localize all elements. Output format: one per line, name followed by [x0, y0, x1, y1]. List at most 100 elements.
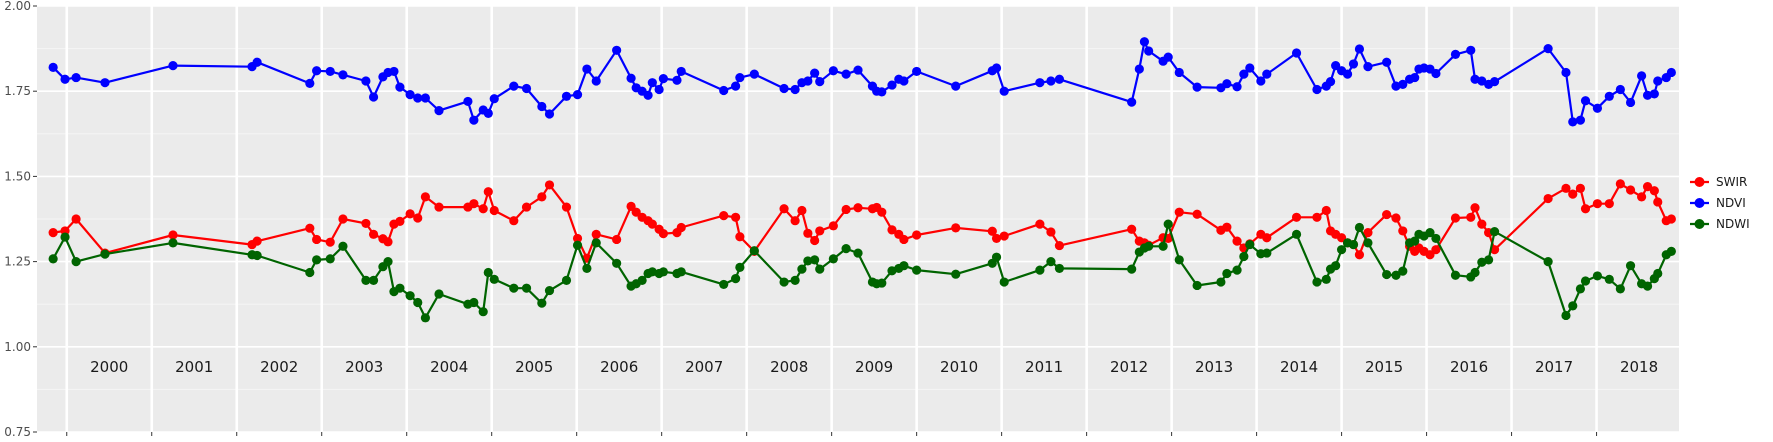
data-point-ndvi: [489, 94, 499, 104]
data-point-ndwi: [48, 254, 58, 264]
data-point-swir: [1561, 183, 1571, 193]
data-point-ndwi: [612, 258, 622, 268]
data-point-ndvi: [1477, 76, 1487, 86]
data-point-swir: [1321, 205, 1331, 216]
data-point-ndvi: [1466, 45, 1476, 55]
y-tick-label: 1.50: [4, 169, 31, 183]
data-point-ndvi: [483, 108, 493, 118]
data-point-ndwi: [749, 246, 759, 256]
data-point-ndvi: [841, 69, 851, 79]
data-point-ndvi: [1054, 74, 1065, 84]
data-point-ndwi: [1163, 219, 1173, 229]
data-point-ndvi: [71, 72, 81, 83]
series-ndwi: [48, 219, 1676, 323]
data-point-swir: [1666, 214, 1676, 224]
year-label: 2005: [515, 358, 553, 376]
data-point-ndwi: [71, 257, 81, 267]
data-point-ndwi: [815, 264, 825, 274]
data-point-ndwi: [509, 283, 519, 293]
data-point-ndwi: [312, 255, 322, 265]
year-label: 2010: [940, 358, 978, 376]
data-point-ndwi: [561, 275, 572, 285]
data-point-ndvi: [1625, 97, 1636, 108]
data-point-swir: [1543, 193, 1553, 204]
data-point-ndwi: [383, 257, 393, 267]
year-label: 2002: [260, 358, 298, 376]
data-point-swir: [1222, 222, 1232, 232]
year-label: 2007: [685, 358, 723, 376]
data-point-ndvi: [509, 81, 519, 91]
data-point-swir: [815, 226, 825, 236]
data-point-swir: [1336, 233, 1347, 243]
year-label: 2015: [1365, 358, 1403, 376]
data-point-ndwi: [1666, 246, 1676, 256]
data-point-ndwi: [60, 232, 70, 242]
data-point-swir: [1382, 209, 1392, 220]
data-point-ndvi: [1035, 78, 1045, 88]
data-point-swir: [1637, 192, 1647, 202]
data-point-ndvi: [463, 96, 473, 107]
data-point-swir: [48, 228, 58, 238]
data-point-ndwi: [521, 283, 532, 293]
data-point-ndvi: [1239, 69, 1249, 79]
data-point-ndwi: [1604, 274, 1614, 284]
data-point-ndwi: [719, 279, 729, 290]
data-point-ndwi: [1561, 310, 1571, 321]
data-point-ndwi: [591, 238, 601, 248]
data-point-ndvi: [1348, 59, 1359, 69]
data-point-swir: [544, 180, 555, 190]
year-label: 2012: [1110, 358, 1148, 376]
data-point-ndvi: [1134, 64, 1144, 74]
data-point-ndvi: [1543, 44, 1553, 54]
data-point-ndvi: [413, 93, 423, 103]
legend-key-point-ndwi: [1694, 219, 1705, 229]
data-point-ndvi: [999, 86, 1009, 96]
data-point-swir: [1232, 236, 1242, 246]
data-point-ndvi: [434, 106, 444, 116]
data-point-ndwi: [489, 274, 499, 284]
data-point-ndwi: [951, 269, 961, 279]
data-point-ndwi: [1625, 261, 1636, 271]
data-point-ndwi: [1232, 265, 1242, 275]
data-point-swir: [731, 212, 741, 222]
data-point-ndvi: [887, 80, 897, 90]
data-point-ndvi: [1382, 57, 1392, 67]
data-point-ndwi: [1046, 257, 1056, 267]
data-point-swir: [1625, 185, 1636, 195]
data-point-swir: [1192, 209, 1202, 219]
data-point-ndvi: [537, 101, 547, 112]
data-point-ndvi: [1127, 97, 1137, 107]
data-point-swir: [658, 229, 668, 239]
data-point-ndvi: [1604, 91, 1614, 101]
data-point-ndwi: [420, 313, 431, 323]
data-point-swir: [478, 204, 488, 214]
grid-major: [37, 5, 1679, 433]
data-point-ndwi: [853, 248, 863, 258]
data-point-ndvi: [735, 72, 745, 83]
data-point-ndwi: [1331, 261, 1341, 271]
data-point-ndvi: [1580, 96, 1591, 106]
data-point-ndwi: [735, 262, 745, 272]
data-point-ndwi: [779, 277, 789, 287]
data-point-ndwi: [810, 255, 820, 265]
data-point-swir: [1054, 240, 1065, 251]
data-point-ndvi: [1575, 115, 1586, 125]
data-point-ndvi: [405, 90, 415, 100]
data-point-swir: [779, 204, 789, 214]
data-point-swir: [405, 209, 415, 219]
data-point-ndvi: [1637, 71, 1647, 81]
data-point-ndvi: [719, 85, 729, 96]
data-point-ndvi: [1222, 79, 1232, 89]
data-point-ndvi: [469, 115, 479, 125]
year-label: 2000: [90, 358, 128, 376]
data-point-ndvi: [1342, 69, 1353, 79]
data-point-ndwi: [1312, 277, 1322, 287]
data-point-ndwi: [731, 274, 741, 284]
data-point-swir: [987, 226, 997, 236]
data-point-ndvi: [1431, 68, 1441, 79]
data-point-swir: [1398, 226, 1408, 236]
data-point-ndvi: [305, 78, 315, 88]
data-point-ndwi: [368, 275, 379, 285]
data-point-ndwi: [1470, 267, 1480, 278]
data-point-ndwi: [1580, 276, 1591, 286]
